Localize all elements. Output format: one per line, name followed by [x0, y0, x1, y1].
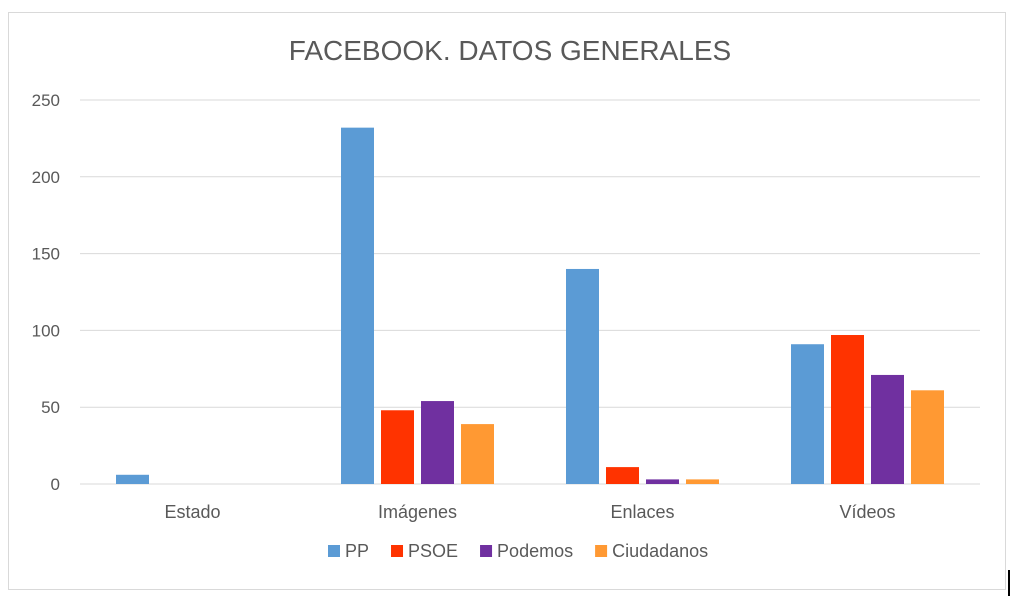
legend-swatch-podemos — [480, 545, 493, 557]
bar-ciudadanos-enlaces — [686, 479, 719, 484]
legend-swatch-ciudadanos — [595, 545, 608, 557]
y-tick-label-200: 200 — [32, 168, 60, 187]
bar-pp-vídeos — [791, 344, 824, 484]
legend-label-psoe: PSOE — [408, 541, 458, 561]
legend-label-ciudadanos: Ciudadanos — [612, 541, 708, 561]
legend-swatch-psoe — [391, 545, 404, 557]
bar-pp-imágenes — [341, 127, 374, 484]
chart-title: FACEBOOK. DATOS GENERALES — [289, 35, 731, 66]
y-tick-label-150: 150 — [32, 245, 60, 264]
legend-swatch-pp — [328, 545, 340, 557]
x-tick-label-0: Estado — [164, 502, 220, 522]
bar-podemos-imágenes — [421, 401, 454, 484]
y-tick-label-100: 100 — [32, 321, 60, 340]
bar-psoe-imágenes — [381, 410, 414, 484]
bar-ciudadanos-imágenes — [461, 424, 494, 484]
x-tick-label-2: Enlaces — [610, 502, 674, 522]
bar-pp-estado — [116, 474, 149, 484]
y-tick-label-0: 0 — [51, 475, 60, 494]
bar-psoe-enlaces — [606, 467, 639, 484]
text-cursor — [1008, 570, 1010, 596]
legend-label-podemos: Podemos — [497, 541, 573, 561]
bar-ciudadanos-vídeos — [911, 390, 944, 484]
bar-psoe-vídeos — [831, 335, 864, 484]
x-axis-tick-labels: Estado Imágenes Enlaces Vídeos — [164, 502, 895, 522]
bars — [116, 127, 944, 484]
bar-podemos-vídeos — [871, 374, 904, 484]
legend-label-pp: PP — [345, 541, 369, 561]
chart-frame — [8, 12, 1006, 590]
x-tick-label-1: Imágenes — [378, 502, 457, 522]
x-tick-label-3: Vídeos — [839, 502, 895, 522]
y-tick-label-250: 250 — [32, 91, 60, 110]
y-tick-label-50: 50 — [41, 398, 60, 417]
bar-pp-enlaces — [566, 268, 599, 484]
gridlines — [80, 99, 980, 485]
legend: PP PSOE Podemos Ciudadanos — [328, 541, 708, 561]
bar-podemos-enlaces — [646, 479, 679, 484]
y-axis-tick-labels: 0 50 100 150 200 250 — [32, 91, 60, 494]
